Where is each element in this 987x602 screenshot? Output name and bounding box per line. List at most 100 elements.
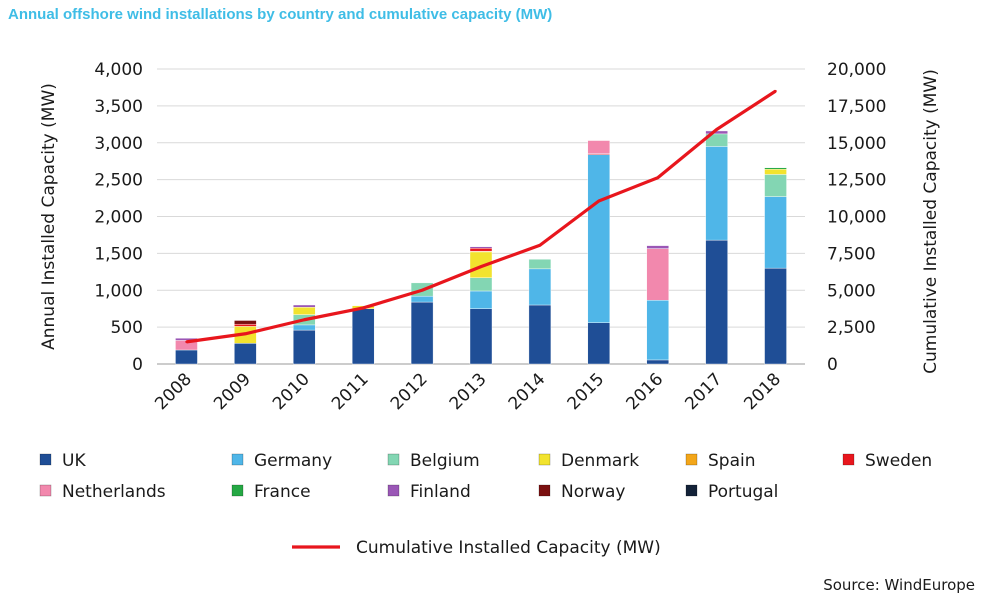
y2-tick-label: 7,500 (827, 244, 876, 264)
bar-segment (764, 196, 787, 269)
y-tick-label: 500 (111, 318, 143, 338)
bar-segment (528, 268, 552, 306)
cumulative-point (479, 265, 483, 268)
legend-swatch (39, 453, 52, 466)
legend-label: Spain (708, 451, 756, 471)
cumulative-point (244, 332, 247, 335)
bar-segment (705, 146, 728, 241)
cumulative-point (361, 306, 365, 310)
legend-swatch (231, 484, 244, 497)
y2-tick-label: 0 (827, 355, 838, 375)
bar-segment (764, 267, 787, 365)
y2-axis-title: Cumulative Installed Capacity (MW) (921, 69, 941, 374)
y-axis-title: Annual Installed Capacity (MW) (39, 83, 59, 350)
legend-swatch (685, 484, 698, 497)
bar-segment (469, 290, 493, 309)
legend-label: Netherlands (62, 482, 166, 502)
legend-swatch (387, 453, 400, 466)
y-tick-label: 3,500 (94, 97, 143, 117)
bar-segment (175, 349, 198, 365)
legend-swatch (231, 453, 244, 466)
legend-label: UK (62, 451, 86, 471)
x-tick-label: 2011 (328, 369, 373, 414)
bar-segment (469, 308, 493, 365)
x-tick-label: 2012 (387, 369, 432, 414)
x-tick-label: 2016 (623, 369, 668, 414)
legend-label: Portugal (708, 482, 778, 502)
cumulative-point (656, 176, 659, 179)
bar-segment (469, 246, 493, 249)
bar-segment (587, 140, 611, 155)
legend-swatch (538, 484, 551, 497)
x-tick-label: 2014 (505, 369, 550, 414)
bar-segment (469, 248, 493, 252)
cumulative-point (420, 289, 424, 292)
chart-title: Annual offshore wind installations by co… (8, 6, 553, 23)
x-tick-label: 2015 (564, 369, 609, 414)
bar-segment (410, 301, 434, 365)
legend-swatch (842, 453, 855, 466)
y-tick-label: 2,000 (94, 208, 143, 228)
y2-tick-label: 17,500 (827, 97, 886, 117)
cumulative-point (774, 89, 777, 93)
x-tick-label: 2009 (210, 369, 255, 414)
y-tick-label: 3,000 (94, 134, 143, 154)
bar-segment (528, 259, 552, 270)
y2-tick-label: 2,500 (827, 318, 876, 338)
bar-segment (293, 304, 316, 308)
bar-segment (587, 322, 611, 365)
bar-segment (764, 167, 787, 170)
y-tick-label: 1,500 (94, 244, 143, 264)
legend-swatch (39, 484, 52, 497)
y-tick-label: 4,000 (94, 60, 143, 80)
y2-tick-label: 10,000 (827, 208, 886, 228)
bar-segment (293, 329, 316, 365)
bar-segment (587, 154, 611, 323)
bar-segment (646, 248, 669, 301)
source-note: Source: WindEurope (823, 576, 975, 594)
x-tick-label: 2010 (269, 369, 314, 414)
bar-segment (646, 359, 669, 365)
legend-label: Germany (254, 451, 332, 471)
y2-tick-label: 20,000 (827, 60, 886, 80)
x-tick-label: 2018 (740, 369, 785, 414)
y2-tick-label: 15,000 (827, 134, 886, 154)
bar-segment (234, 323, 257, 327)
legend-swatch (685, 453, 698, 466)
bar-segment (293, 307, 316, 315)
bar-segment (351, 308, 375, 365)
bar-segment (646, 245, 669, 249)
bar-segment (234, 320, 257, 325)
bar-segment (469, 277, 493, 292)
y2-tick-label: 12,500 (827, 171, 886, 191)
legend-label: France (254, 482, 311, 502)
bar-segment (764, 169, 787, 175)
legend-label: Denmark (561, 451, 639, 471)
y-tick-label: 2,500 (94, 171, 143, 191)
y2-tick-label: 5,000 (827, 281, 876, 301)
bar-segment (646, 300, 669, 361)
bar-segment (410, 295, 434, 303)
legend-label: Belgium (410, 451, 480, 471)
bar-segment (705, 239, 728, 365)
legend-swatch (538, 453, 551, 466)
cumulative-point (185, 340, 188, 344)
bar-segment (528, 304, 552, 365)
y-tick-label: 0 (132, 355, 143, 375)
cumulative-point (715, 128, 718, 131)
legend-label: Finland (410, 482, 471, 502)
legend-line-label: Cumulative Installed Capacity (MW) (356, 538, 661, 558)
legend-label: Norway (561, 482, 626, 502)
x-tick-label: 2013 (446, 369, 491, 414)
bar-segment (293, 324, 316, 331)
y-tick-label: 1,000 (94, 281, 143, 301)
x-tick-label: 2008 (151, 369, 196, 414)
legend-swatch (387, 484, 400, 497)
cumulative-point (303, 318, 306, 321)
x-tick-label: 2017 (681, 369, 726, 414)
bar-segment (764, 174, 787, 197)
cumulative-point (597, 199, 601, 203)
bar-segment (234, 343, 257, 365)
legend-label: Sweden (865, 451, 932, 471)
